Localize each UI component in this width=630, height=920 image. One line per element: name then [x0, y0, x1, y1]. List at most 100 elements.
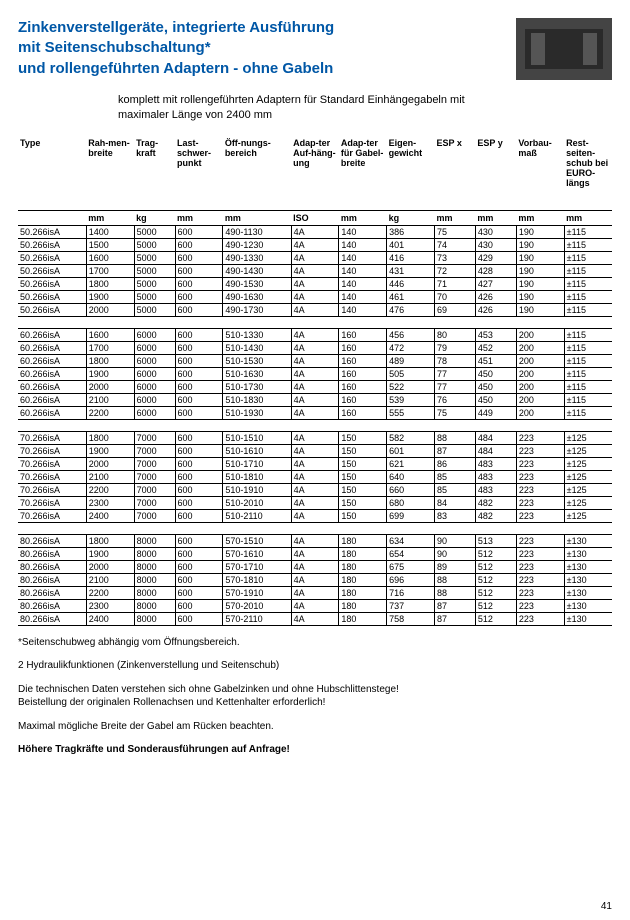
- table-cell: 426: [475, 290, 516, 303]
- table-cell: 2200: [86, 483, 134, 496]
- table-row: 60.266isA16006000600510-13304A1604568045…: [18, 328, 612, 341]
- table-cell: 7000: [134, 496, 175, 509]
- table-cell: ±115: [564, 277, 612, 290]
- table-row: 80.266isA19008000600570-16104A1806549051…: [18, 547, 612, 560]
- table-cell: 160: [339, 406, 387, 419]
- table-cell: 555: [387, 406, 435, 419]
- table-cell: 75: [434, 225, 475, 238]
- col-unit: mm: [475, 210, 516, 225]
- table-cell: 510-2110: [223, 509, 291, 522]
- table-cell: 490-1530: [223, 277, 291, 290]
- table-cell: 200: [516, 380, 564, 393]
- table-cell: 6000: [134, 380, 175, 393]
- table-cell: 5000: [134, 303, 175, 316]
- table-cell: 4A: [291, 547, 339, 560]
- table-cell: 699: [387, 509, 435, 522]
- table-row: 80.266isA20008000600570-17104A1806758951…: [18, 560, 612, 573]
- table-cell: 660: [387, 483, 435, 496]
- table-row: 50.266isA18005000600490-15304A1404467142…: [18, 277, 612, 290]
- col-header: ESP y: [475, 136, 516, 210]
- table-cell: 505: [387, 367, 435, 380]
- table-cell: 80.266isA: [18, 573, 86, 586]
- table-cell: 484: [475, 444, 516, 457]
- table-cell: ±115: [564, 238, 612, 251]
- table-cell: 83: [434, 509, 475, 522]
- table-cell: 510-1730: [223, 380, 291, 393]
- table-row: 70.266isA23007000600510-20104A1506808448…: [18, 496, 612, 509]
- group-spacer: [18, 522, 612, 534]
- table-cell: 401: [387, 238, 435, 251]
- table-cell: ±130: [564, 573, 612, 586]
- table-row: 70.266isA18007000600510-15104A1505828848…: [18, 431, 612, 444]
- table-cell: 86: [434, 457, 475, 470]
- table-cell: 482: [475, 509, 516, 522]
- table-cell: 621: [387, 457, 435, 470]
- table-row: 80.266isA22008000600570-19104A1807168851…: [18, 586, 612, 599]
- table-cell: ±130: [564, 599, 612, 612]
- table-cell: ±125: [564, 496, 612, 509]
- table-cell: 4A: [291, 303, 339, 316]
- table-cell: 70.266isA: [18, 457, 86, 470]
- note-1: *Seitenschubweg abhängig vom Öffnungsber…: [18, 636, 612, 650]
- table-cell: 140: [339, 277, 387, 290]
- table-cell: 140: [339, 290, 387, 303]
- page-number: 41: [601, 901, 612, 912]
- table-cell: ±125: [564, 457, 612, 470]
- table-cell: 8000: [134, 547, 175, 560]
- table-cell: 4A: [291, 354, 339, 367]
- table-cell: 87: [434, 444, 475, 457]
- table-cell: 429: [475, 251, 516, 264]
- header: Zinkenverstellgeräte, integrierte Ausfüh…: [18, 18, 612, 79]
- table-cell: 190: [516, 303, 564, 316]
- table-cell: ±115: [564, 367, 612, 380]
- table-cell: 77: [434, 380, 475, 393]
- table-cell: 140: [339, 264, 387, 277]
- table-cell: 600: [175, 341, 223, 354]
- table-cell: 87: [434, 599, 475, 612]
- table-row: 50.266isA20005000600490-17304A1404766942…: [18, 303, 612, 316]
- table-cell: 483: [475, 483, 516, 496]
- table-cell: 200: [516, 367, 564, 380]
- table-cell: 150: [339, 470, 387, 483]
- table-cell: 4A: [291, 573, 339, 586]
- table-cell: 6000: [134, 393, 175, 406]
- table-cell: 510-1810: [223, 470, 291, 483]
- table-cell: 84: [434, 496, 475, 509]
- table-cell: 90: [434, 534, 475, 547]
- table-cell: 8000: [134, 599, 175, 612]
- table-cell: 1900: [86, 547, 134, 560]
- table-cell: 758: [387, 612, 435, 625]
- table-cell: 4A: [291, 444, 339, 457]
- table-cell: 190: [516, 277, 564, 290]
- table-cell: 600: [175, 303, 223, 316]
- table-cell: 77: [434, 367, 475, 380]
- col-header: Type: [18, 136, 86, 210]
- table-cell: 510-1610: [223, 444, 291, 457]
- col-header: Vorbau-maß: [516, 136, 564, 210]
- table-cell: 180: [339, 547, 387, 560]
- table-cell: 512: [475, 560, 516, 573]
- table-cell: 223: [516, 573, 564, 586]
- table-cell: 570-1610: [223, 547, 291, 560]
- table-cell: 2400: [86, 509, 134, 522]
- table-cell: 74: [434, 238, 475, 251]
- table-cell: 600: [175, 406, 223, 419]
- table-cell: 2000: [86, 380, 134, 393]
- table-cell: 200: [516, 328, 564, 341]
- table-cell: 483: [475, 457, 516, 470]
- table-cell: 89: [434, 560, 475, 573]
- table-cell: 4A: [291, 328, 339, 341]
- table-cell: ±125: [564, 509, 612, 522]
- note-2: 2 Hydraulikfunktionen (Zinkenverstellung…: [18, 659, 612, 673]
- table-cell: 2100: [86, 573, 134, 586]
- table-cell: 484: [475, 431, 516, 444]
- table-cell: 4A: [291, 290, 339, 303]
- table-cell: ±115: [564, 328, 612, 341]
- table-row: 50.266isA17005000600490-14304A1404317242…: [18, 264, 612, 277]
- table-cell: 512: [475, 612, 516, 625]
- table-cell: 180: [339, 573, 387, 586]
- table-cell: ±125: [564, 470, 612, 483]
- table-cell: 5000: [134, 238, 175, 251]
- table-cell: ±125: [564, 483, 612, 496]
- table-cell: 4A: [291, 496, 339, 509]
